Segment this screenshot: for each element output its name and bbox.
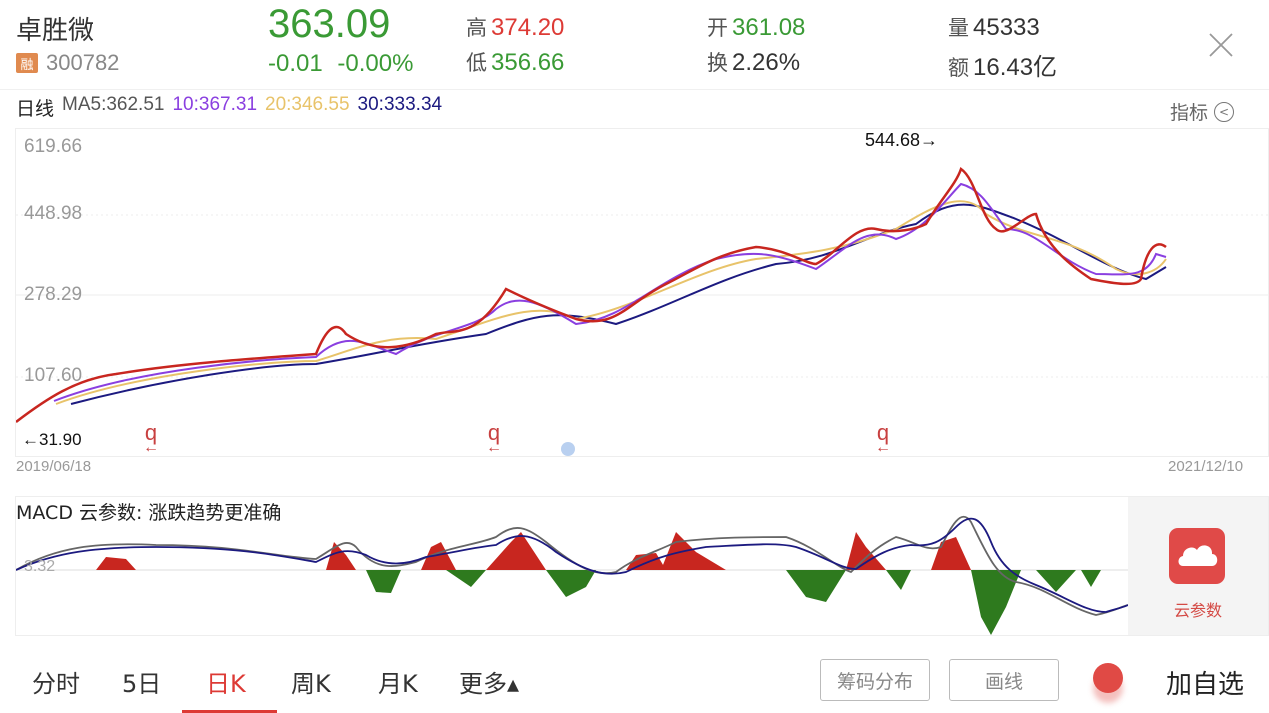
y-tick-619: 619.66 [24,136,83,157]
turnover-stat: 换 2.26% [707,47,800,77]
current-price: 363.09 [268,2,391,46]
change-percent: -0.00% [337,50,414,77]
open-value: 361.08 [732,14,806,41]
tab-5day[interactable]: 5日 [122,670,162,698]
event-marker-q[interactable]: q ← [481,422,507,456]
high-stat: 高 374.20 [466,12,564,42]
high-value: 374.20 [491,14,565,41]
tab-monthly-k[interactable]: 月K [378,670,418,698]
macd-zero-label: 3.32 [24,558,56,575]
kline-plot [15,167,1268,423]
y-tick-278: 278.29 [24,284,83,305]
volume-value: 45333 [973,14,1040,41]
stock-code: 300782 [46,50,120,75]
turnover-label: 换 [707,51,728,75]
y-tick-448: 448.98 [24,203,83,224]
low-stat: 低 356.66 [466,47,564,77]
left-arrow-icon: ← [143,439,159,456]
tab-more[interactable]: 更多▴ [459,670,520,698]
low-label: 低 [466,51,487,75]
page-indicator-dot[interactable] [561,442,575,456]
cloud-icon [1169,528,1225,584]
stock-name: 卓胜微 [16,16,95,46]
draw-line-button[interactable]: 画线 [949,659,1059,701]
ma5-value: MA5:362.51 [62,94,165,115]
period-tabs: 分时 5日 日K 周K 月K 更多▴ 筹码分布 画线 加自选 [0,648,1269,713]
macd-chart[interactable] [15,496,1269,636]
turnover-value: 2.26% [732,49,801,76]
low-value: 356.66 [491,49,565,76]
end-date: 2021/12/10 [1168,458,1244,475]
ma10-value: 10:367.31 [172,94,258,115]
open-label: 开 [707,16,728,40]
start-date: 2019/06/18 [16,458,92,475]
left-arrow-icon: ← [875,439,891,456]
tab-weekly-k[interactable]: 周K [291,670,331,698]
macd-title: MACD 云参数: 涨跌趋势更准确 [16,502,282,524]
event-marker-label: q [144,420,158,445]
amount-stat: 额 16.43亿 [948,47,1057,82]
min-price-marker: ←31.90 [22,430,82,449]
indicator-label: 指标 [1170,102,1209,124]
price-change: -0.01 -0.00% [268,50,413,78]
close-button[interactable] [1206,30,1236,60]
volume-stat: 量 45333 [948,12,1040,42]
chevron-left-circle-icon: < [1214,101,1235,122]
y-tick-107: 107.60 [24,365,83,386]
volume-label: 量 [948,16,969,40]
cloud-params-button[interactable]: 云参数 [1128,497,1268,635]
add-watchlist-button[interactable]: 加自选 [1166,670,1245,700]
ma30-value: 30:333.34 [357,94,443,115]
event-marker-q[interactable]: q ← [138,422,164,456]
indicator-button[interactable]: 指标 < [1170,98,1235,125]
event-marker-label: q [876,420,890,445]
max-price-marker: 544.68→ [865,130,939,150]
chip-distribution-button[interactable]: 筹码分布 [820,659,930,701]
close-icon [1209,33,1233,57]
active-tab-underline [182,710,277,713]
quote-header: 卓胜微 融 300782 363.09 -0.01 -0.00% 高 374.2… [0,0,1269,90]
left-arrow-icon: ← [486,439,502,456]
amount-value: 16.43亿 [973,54,1058,81]
macd-plot [15,515,1129,635]
tab-daily-k[interactable]: 日K [206,670,246,698]
amount-label: 额 [948,56,969,80]
event-marker-q[interactable]: q ← [870,422,896,456]
stock-code-row: 融 300782 [16,50,119,76]
event-marker-label: q [487,420,501,445]
high-label: 高 [466,16,487,40]
record-dot-icon[interactable] [1093,663,1123,693]
change-value: -0.01 [268,50,323,77]
tab-intraday[interactable]: 分时 [32,670,80,698]
cloud-params-label: 云参数 [1173,601,1222,620]
margin-trading-badge: 融 [16,53,38,73]
ma20-value: 20:346.55 [265,94,350,115]
kline-chart[interactable] [15,128,1269,457]
open-stat: 开 361.08 [707,12,805,42]
ma-legend: 日线 MA5:362.51 10:367.31 20:346.55 30:333… [16,94,442,121]
period-label: 日线 [16,98,55,120]
